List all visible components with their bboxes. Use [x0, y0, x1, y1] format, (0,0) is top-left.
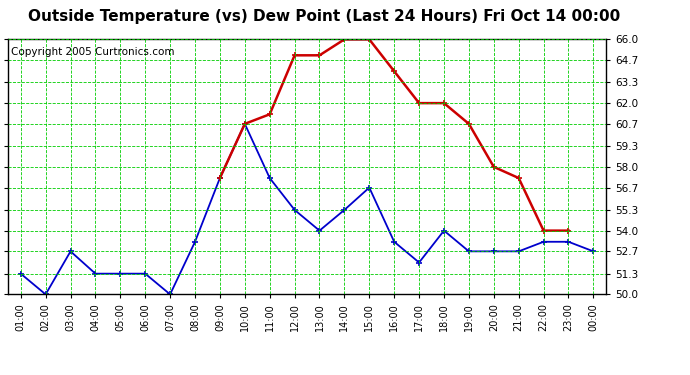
Text: Copyright 2005 Curtronics.com: Copyright 2005 Curtronics.com [11, 47, 175, 57]
Text: Outside Temperature (vs) Dew Point (Last 24 Hours) Fri Oct 14 00:00: Outside Temperature (vs) Dew Point (Last… [28, 9, 620, 24]
